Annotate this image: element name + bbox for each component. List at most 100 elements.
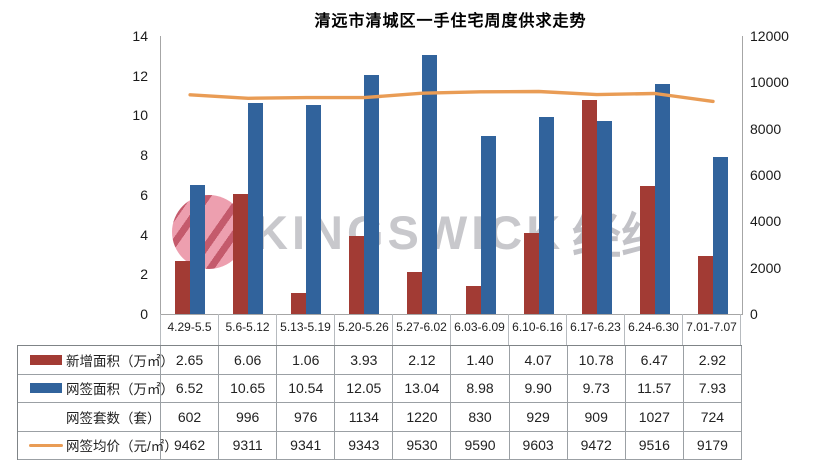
table-value-cell: 9462 (161, 431, 220, 460)
plot-area (160, 36, 743, 315)
series-name: 网签套数（套） (66, 410, 161, 426)
table-value-cell: 9472 (567, 431, 626, 460)
table-value-cell: 6.06 (219, 346, 278, 375)
bar-signed-area (422, 55, 438, 314)
table-legend-cell: 网签均价（元/㎡） (18, 431, 178, 460)
right-axis-tick: 0 (750, 306, 758, 322)
bar-legend-icon (26, 383, 66, 394)
left-axis-tick: 4 (140, 226, 148, 243)
table-value-cell: 2.92 (683, 346, 742, 375)
price-line (188, 89, 715, 104)
x-axis-label: 5.27-6.02 (392, 314, 450, 345)
watermark-latin-text: KINGSWICK (254, 205, 565, 259)
table-value-cell: 9603 (509, 431, 568, 460)
bar-signed-area (654, 84, 670, 314)
bar-signed-area (713, 156, 728, 314)
table-value-cell: 11.57 (625, 374, 684, 403)
bar-new-area (465, 286, 481, 314)
x-axis-label: 6.17-6.23 (566, 314, 624, 345)
table-value-cell: 976 (277, 403, 336, 432)
table-value-cell: 9311 (219, 431, 278, 460)
bar-signed-area (538, 117, 554, 314)
table-value-cell: 1.06 (277, 346, 336, 375)
table-value-cell: 10.54 (277, 374, 336, 403)
table-value-cell: 1027 (625, 403, 684, 432)
x-axis-label: 4.29-5.5 (160, 314, 218, 345)
table-value-cell: 1.40 (451, 346, 510, 375)
x-axis-label: 5.13-5.19 (276, 314, 334, 345)
table-value-cell: 929 (509, 403, 568, 432)
left-axis-tick: 2 (140, 266, 148, 283)
series-name: 网签面积（万㎡） (66, 382, 174, 398)
table-value-cell: 9.90 (509, 374, 568, 403)
right-axis-tick: 10000 (750, 74, 789, 91)
table-value-cell: 4.07 (509, 346, 568, 375)
table-value-cell: 10.65 (219, 374, 278, 403)
left-axis-tick: 12 (132, 67, 148, 84)
table-value-cell: 9341 (277, 431, 336, 460)
left-axis-tick: 0 (140, 306, 148, 322)
table-value-cell: 9590 (451, 431, 510, 460)
x-axis-labels: 4.29-5.5 5.6-5.12 5.13-5.19 5.20-5.26 5.27-6… (160, 314, 741, 345)
table-value-cell: 7.93 (683, 374, 742, 403)
bar-signed-area (248, 102, 264, 314)
bar-new-area (581, 99, 597, 314)
table-value-cell: 10.78 (567, 346, 626, 375)
table-value-cell: 9179 (683, 431, 742, 460)
bar-signed-area (596, 120, 612, 314)
left-axis-tick: 14 (132, 28, 148, 44)
table-value-cell: 9343 (335, 431, 394, 460)
series-name: 新增面积（万㎡） (66, 353, 174, 369)
right-axis-tick: 4000 (750, 213, 782, 230)
bar-new-area (175, 261, 191, 314)
right-axis-tick: 2000 (750, 259, 782, 276)
table-value-cell: 12.05 (335, 374, 394, 403)
bar-signed-area (306, 104, 322, 314)
table-value-cell: 6.52 (161, 374, 220, 403)
series-name: 网签均价（元/㎡） (66, 439, 178, 455)
bar-new-area (349, 236, 365, 314)
data-table: 新增面积（万㎡） 2.65 6.06 1.06 3.93 2.12 1.40 4.07 10.7… (17, 345, 742, 460)
table-value-cell: 602 (161, 403, 220, 432)
x-axis-label: 7.01-7.07 (682, 314, 741, 345)
table-value-cell: 830 (451, 403, 510, 432)
table-value-cell: 1134 (335, 403, 394, 432)
x-axis-label: 6.24-6.30 (624, 314, 682, 345)
table-value-cell: 724 (683, 403, 742, 432)
bar-new-area (291, 293, 307, 314)
bar-new-area (639, 185, 655, 314)
table-value-cell: 6.47 (625, 346, 684, 375)
table-value-cell: 2.65 (161, 346, 220, 375)
table-legend-cell: 新增面积（万㎡） (18, 346, 174, 375)
table-value-cell: 1220 (393, 403, 452, 432)
table-value-cell: 3.93 (335, 346, 394, 375)
table-value-cell: 8.98 (451, 374, 510, 403)
table-value-cell: 13.04 (393, 374, 452, 403)
bar-signed-area (190, 184, 206, 314)
bar-new-area (407, 271, 423, 314)
table-value-cell: 9.73 (567, 374, 626, 403)
table-value-cell: 9516 (625, 431, 684, 460)
right-axis-tick: 6000 (750, 167, 782, 183)
left-axis-tick: 6 (140, 186, 148, 203)
x-axis-label: 6.10-6.16 (508, 314, 566, 345)
bar-legend-icon (26, 354, 66, 365)
chart-title: 清远市清城区一手住宅周度供求走势 (314, 13, 587, 30)
table-value-cell: 2.12 (393, 346, 452, 375)
x-axis-label: 5.20-5.26 (334, 314, 392, 345)
table-value-cell: 909 (567, 403, 626, 432)
table-value-cell: 996 (219, 403, 278, 432)
table-legend-cell: 网签套数（套） (18, 403, 161, 432)
left-axis-tick: 10 (132, 107, 148, 124)
bar-signed-area (480, 135, 496, 314)
line-legend-icon (26, 443, 66, 447)
right-axis-tick: 8000 (750, 120, 782, 137)
right-axis-tick: 12000 (750, 28, 789, 44)
left-axis-tick: 8 (140, 147, 148, 164)
bar-new-area (523, 233, 539, 314)
bar-new-area (233, 193, 249, 314)
table-value-cell: 9530 (393, 431, 452, 460)
table-legend-cell: 网签面积（万㎡） (18, 374, 174, 403)
bar-signed-area (364, 74, 380, 314)
